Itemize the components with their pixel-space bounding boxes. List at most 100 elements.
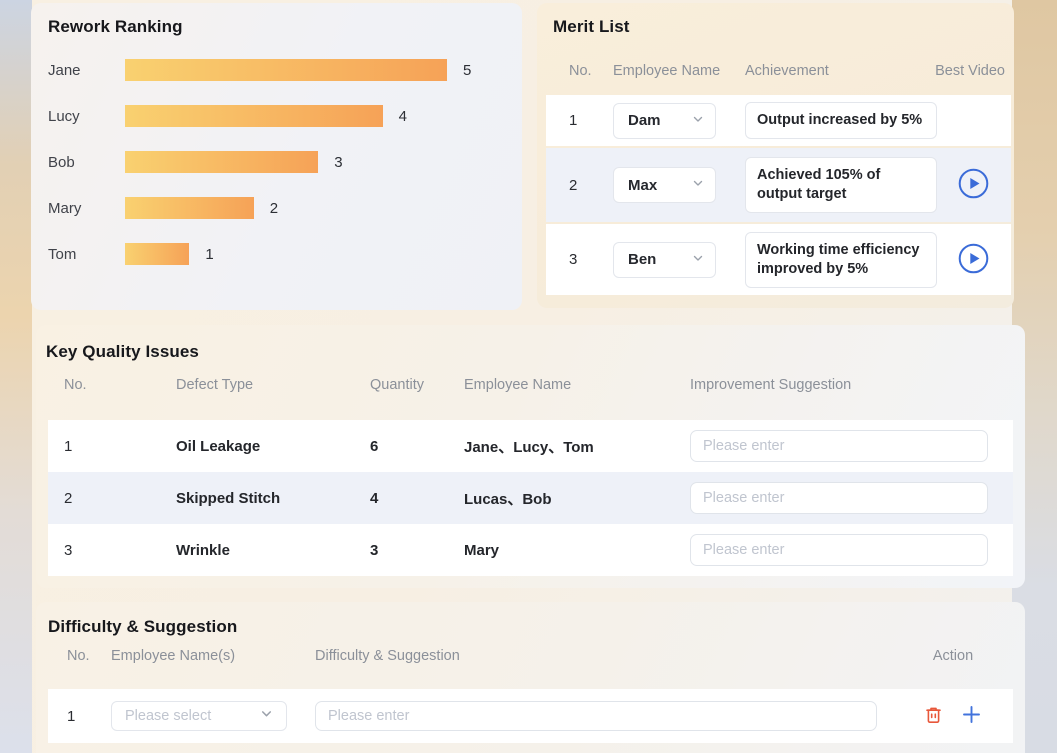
bar (125, 151, 319, 173)
difficulty-table-header: No. Employee Name(s) Difficulty & Sugges… (48, 648, 1013, 664)
employee-select-value: Ben (628, 251, 657, 268)
bar-category-label: Jane (48, 61, 81, 79)
col-quantity: Quantity (370, 377, 424, 393)
col-action: Action (932, 648, 974, 664)
play-video-button[interactable] (958, 243, 989, 277)
quantity: 3 (370, 541, 379, 559)
defect-type: Wrinkle (176, 541, 230, 559)
bar-category-label: Tom (48, 245, 77, 263)
bar (125, 243, 190, 265)
bar-value-label: 1 (205, 245, 214, 263)
table-row: 2 Skipped Stitch 4 Lucas、Bob (48, 472, 1013, 524)
quantity: 6 (370, 437, 379, 455)
table-row: 2 Max Achieved 105% of output target (546, 148, 1011, 222)
col-no: No. (569, 63, 592, 79)
col-employee-name: Employee Name (464, 377, 572, 393)
table-row: 1 Please select (48, 689, 1013, 743)
action-cell (905, 705, 1001, 727)
bar-row: Jane 5 (48, 47, 506, 93)
difficulty-table-body: 1 Please select (48, 689, 1013, 743)
play-icon (958, 243, 989, 277)
employee-select-value: Dam (628, 112, 661, 129)
bar-row: Tom 1 (48, 231, 506, 277)
table-row: 3 Wrinkle 3 Mary (48, 524, 1013, 576)
rework-ranking-title: Rework Ranking (48, 17, 183, 36)
key-quality-issues-card: Key Quality Issues No. Defect Type Quant… (36, 325, 1025, 588)
chevron-down-icon (692, 176, 704, 194)
achievement-input[interactable]: Output increased by 5% (745, 102, 937, 139)
chevron-down-icon (692, 112, 704, 130)
play-video-button[interactable] (958, 168, 989, 202)
bar (125, 197, 254, 219)
row-number: 1 (64, 437, 73, 455)
col-best-video: Best Video (935, 63, 1005, 79)
trash-icon (925, 706, 942, 727)
bar-value-label: 5 (463, 61, 472, 79)
employee-select-value: Max (628, 176, 658, 194)
row-number: 2 (64, 489, 73, 507)
row-number: 1 (569, 112, 578, 129)
bar (125, 105, 383, 127)
bar-value-label: 4 (398, 107, 407, 125)
quantity: 4 (370, 489, 379, 507)
improvement-suggestion-input[interactable] (690, 430, 988, 462)
bar-category-label: Bob (48, 153, 75, 171)
merit-list-title: Merit List (553, 17, 630, 36)
play-icon (958, 168, 989, 202)
add-row-button[interactable] (962, 705, 981, 727)
delete-row-button[interactable] (925, 706, 942, 727)
bar-category-label: Mary (48, 199, 82, 217)
employee-select-placeholder: Please select (125, 708, 212, 724)
improvement-suggestion-input[interactable] (690, 534, 988, 566)
improvement-suggestion-input[interactable] (690, 482, 988, 514)
key-quality-issues-title: Key Quality Issues (46, 342, 199, 361)
employee-select[interactable]: Dam (613, 102, 716, 139)
col-no: No. (64, 377, 87, 393)
defect-type: Oil Leakage (176, 437, 261, 455)
employee-names: Lucas、Bob (464, 490, 552, 508)
difficulty-suggestion-card: Difficulty & Suggestion No. Employee Nam… (36, 602, 1025, 753)
table-row: 1 Dam Output increased by 5% (546, 95, 1011, 146)
col-employee-name: Employee Name (613, 63, 721, 79)
col-defect-type: Defect Type (176, 377, 254, 393)
defect-type: Skipped Stitch (176, 489, 281, 507)
col-difficulty-suggestion: Difficulty & Suggestion (315, 648, 460, 664)
chevron-down-icon (260, 707, 273, 725)
plus-icon (962, 705, 981, 727)
merit-table-header: No. Employee Name Achievement Best Video (546, 63, 1011, 79)
achievement-input[interactable]: Achieved 105% of output target (745, 157, 937, 213)
difficulty-suggestion-input[interactable] (315, 701, 877, 731)
row-number: 3 (569, 251, 578, 268)
bar-row: Lucy 4 (48, 93, 506, 139)
bar-value-label: 2 (269, 199, 279, 217)
bar-row: Mary 2 (48, 185, 506, 231)
chevron-down-icon (692, 251, 704, 269)
col-employee-names: Employee Name(s) (111, 648, 236, 664)
merit-table-body: 1 Dam Output increased by 5% 2 Max Achie… (546, 95, 1011, 295)
bar-category-label: Lucy (48, 107, 80, 125)
employee-select[interactable]: Ben (613, 241, 716, 278)
row-number: 1 (67, 707, 76, 725)
rework-ranking-card: Rework Ranking Jane 5 Lucy 4 Bob 3 Mary 2 Tom 1 (31, 3, 522, 310)
rework-bar-chart: Jane 5 Lucy 4 Bob 3 Mary 2 Tom 1 (48, 47, 506, 277)
difficulty-suggestion-title: Difficulty & Suggestion (48, 617, 238, 636)
quality-table-header: No. Defect Type Quantity Employee Name I… (48, 377, 1013, 393)
employee-names: Mary (464, 541, 500, 559)
col-improvement-suggestion: Improvement Suggestion (690, 377, 852, 393)
employee-names: Jane、Lucy、Tom (464, 438, 594, 456)
table-row: 3 Ben Working time efficiency improved b… (546, 224, 1011, 295)
col-no: No. (67, 648, 90, 664)
bar-value-label: 3 (334, 153, 343, 171)
quality-table-body: 1 Oil Leakage 6 Jane、Lucy、Tom 2 Skipped … (48, 420, 1013, 576)
employee-select[interactable]: Please select (111, 701, 287, 731)
bar (125, 59, 447, 81)
row-number: 2 (569, 176, 578, 194)
table-row: 1 Oil Leakage 6 Jane、Lucy、Tom (48, 420, 1013, 472)
col-achievement: Achievement (745, 63, 829, 79)
merit-list-card: Merit List No. Employee Name Achievement… (537, 3, 1014, 308)
achievement-input[interactable]: Working time efficiency improved by 5% (745, 231, 937, 288)
row-number: 3 (64, 541, 73, 559)
bar-row: Bob 3 (48, 139, 506, 185)
employee-select[interactable]: Max (613, 167, 716, 203)
